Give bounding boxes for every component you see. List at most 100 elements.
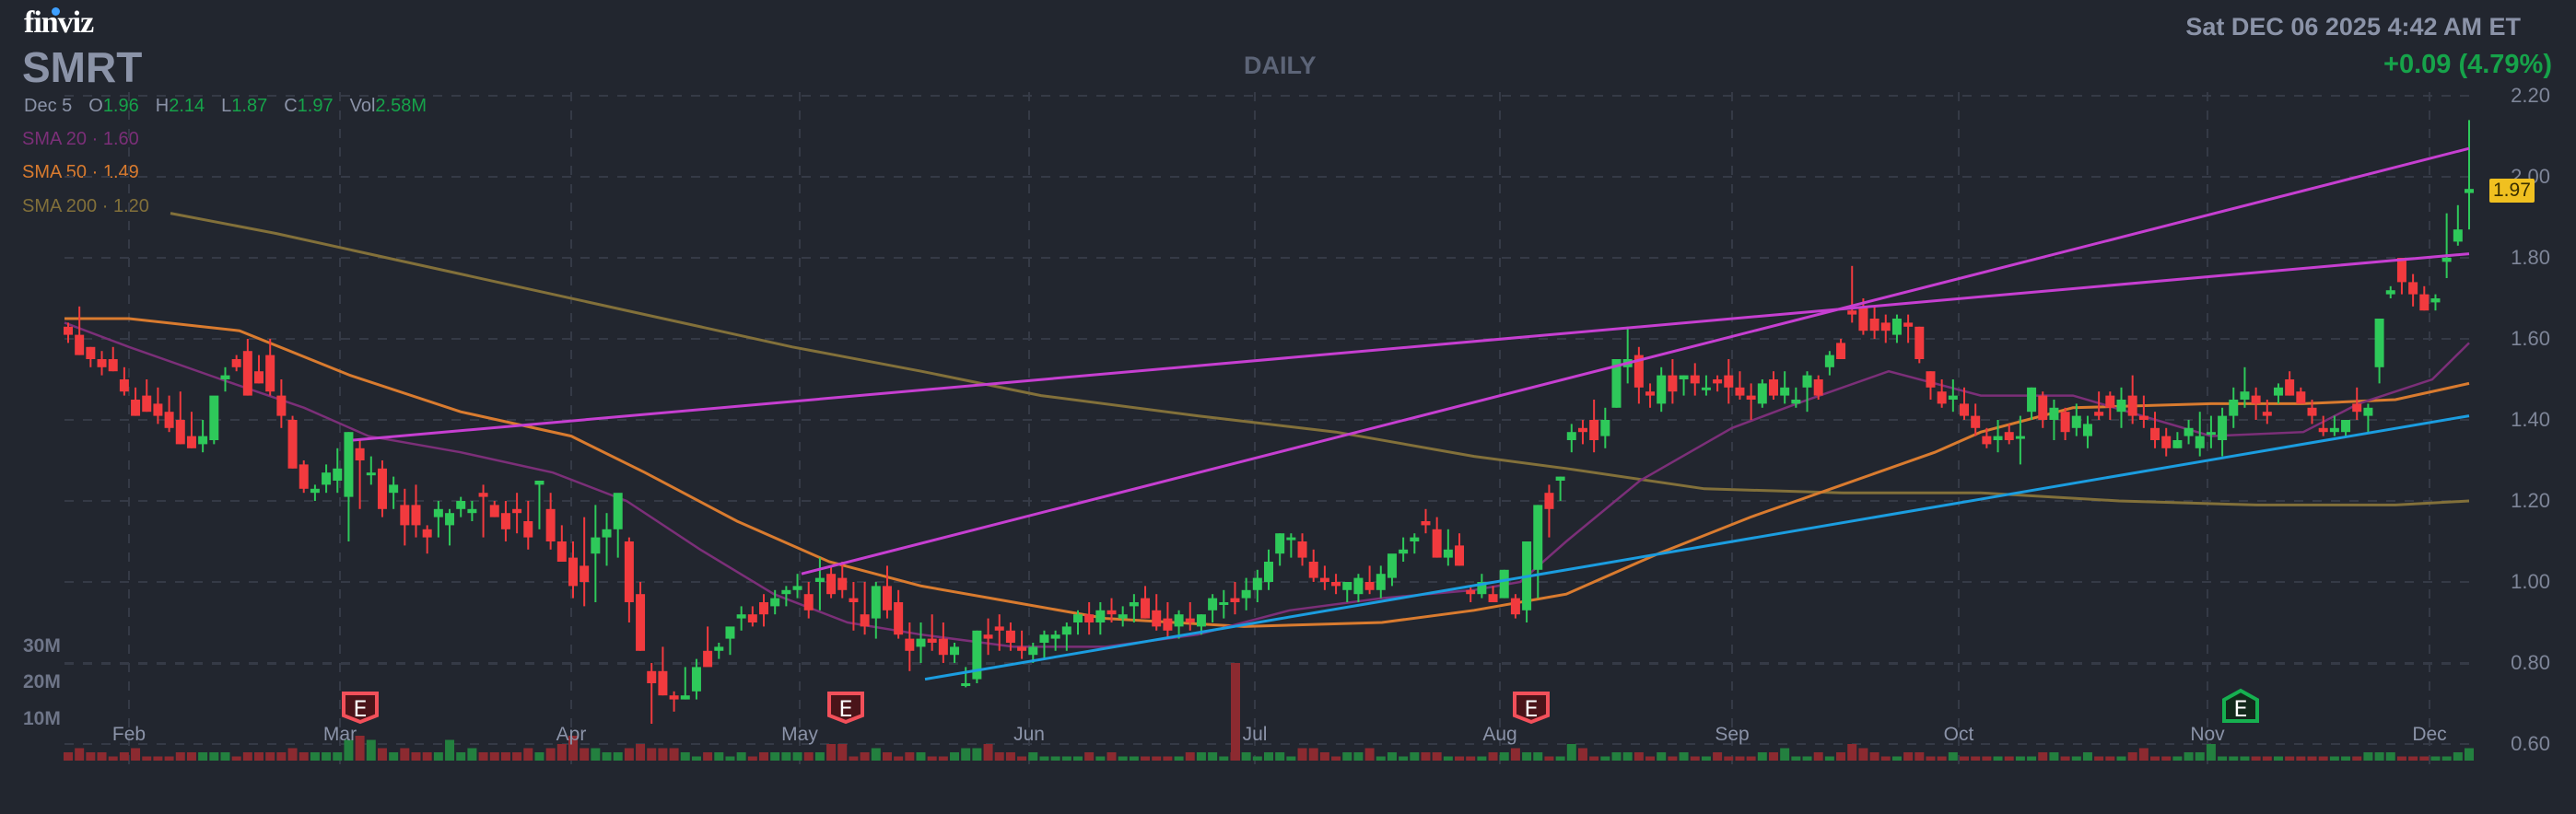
candle-body[interactable] bbox=[1477, 582, 1487, 595]
candle-body[interactable] bbox=[2229, 400, 2239, 416]
candle-body[interactable] bbox=[669, 695, 679, 700]
candle-body[interactable] bbox=[1152, 610, 1162, 627]
candle-body[interactable] bbox=[1399, 549, 1409, 554]
candle-body[interactable] bbox=[983, 634, 993, 639]
candle-body[interactable] bbox=[389, 484, 399, 494]
candle-body[interactable] bbox=[703, 650, 713, 668]
candle-body[interactable] bbox=[1869, 319, 1879, 331]
candle-body[interactable] bbox=[2116, 400, 2126, 413]
candle-body[interactable] bbox=[747, 614, 757, 622]
candle-body[interactable] bbox=[467, 508, 477, 514]
candle-body[interactable] bbox=[658, 670, 668, 696]
candle-body[interactable] bbox=[770, 598, 780, 607]
candle-body[interactable] bbox=[1005, 630, 1015, 643]
candle-body[interactable] bbox=[1847, 310, 1857, 315]
candle-body[interactable] bbox=[1241, 589, 1251, 599]
candle-body[interactable] bbox=[1668, 375, 1678, 392]
candle-body[interactable] bbox=[1746, 395, 1756, 400]
candle-body[interactable] bbox=[1657, 375, 1667, 404]
candle-body[interactable] bbox=[2352, 403, 2362, 413]
candle-body[interactable] bbox=[1555, 476, 1565, 481]
candle-body[interactable] bbox=[1611, 359, 1622, 408]
candle-body[interactable] bbox=[534, 481, 544, 485]
candle-body[interactable] bbox=[2318, 427, 2328, 433]
candle-body[interactable] bbox=[322, 472, 332, 485]
candle-body[interactable] bbox=[636, 594, 646, 651]
candle-body[interactable] bbox=[2307, 407, 2317, 416]
candle-body[interactable] bbox=[1028, 646, 1038, 656]
candle-body[interactable] bbox=[1903, 322, 1914, 327]
candle-body[interactable] bbox=[1196, 614, 1206, 627]
candle-body[interactable] bbox=[2060, 412, 2070, 433]
candle-body[interactable] bbox=[1319, 577, 1329, 582]
candle-body[interactable] bbox=[860, 614, 870, 627]
candle-body[interactable] bbox=[792, 586, 802, 590]
candle-body[interactable] bbox=[344, 432, 354, 497]
candle-body[interactable] bbox=[2240, 391, 2250, 400]
candle-body[interactable] bbox=[1095, 610, 1106, 622]
candle-body[interactable] bbox=[2184, 427, 2194, 436]
candle-body[interactable] bbox=[1993, 436, 2003, 440]
candle-body[interactable] bbox=[916, 638, 926, 647]
candle-body[interactable] bbox=[1948, 395, 1958, 400]
candle-body[interactable] bbox=[1690, 375, 1700, 384]
candle-body[interactable] bbox=[905, 638, 915, 651]
candle-body[interactable] bbox=[2015, 436, 2025, 439]
candle-body[interactable] bbox=[2071, 415, 2081, 428]
candle-body[interactable] bbox=[591, 537, 601, 554]
candle-body[interactable] bbox=[2094, 412, 2104, 416]
candle-body[interactable] bbox=[1331, 582, 1341, 587]
candle-body[interactable] bbox=[377, 468, 387, 509]
candle-body[interactable] bbox=[814, 577, 825, 582]
candle-body[interactable] bbox=[2408, 282, 2418, 295]
candle-body[interactable] bbox=[714, 646, 724, 651]
earnings-marker-icon[interactable]: E bbox=[342, 692, 379, 725]
candle-body[interactable] bbox=[1387, 553, 1397, 578]
candle-body[interactable] bbox=[2273, 387, 2283, 396]
candle-body[interactable] bbox=[2396, 258, 2406, 283]
candle-body[interactable] bbox=[1858, 306, 1868, 331]
candle-body[interactable] bbox=[1141, 598, 1151, 619]
candle-body[interactable] bbox=[1891, 319, 1902, 335]
earnings-marker-icon[interactable]: E bbox=[2222, 688, 2259, 723]
candle-body[interactable] bbox=[287, 420, 298, 469]
sma200-legend[interactable]: SMA 200 · 1.20 bbox=[22, 196, 149, 216]
candle-body[interactable] bbox=[2127, 395, 2137, 416]
candle-body[interactable] bbox=[1488, 594, 1498, 602]
candle-body[interactable] bbox=[837, 577, 848, 590]
candle-body[interactable] bbox=[366, 472, 376, 476]
candle-body[interactable] bbox=[489, 505, 499, 517]
candle-body[interactable] bbox=[1084, 614, 1095, 622]
candle-body[interactable] bbox=[97, 359, 107, 367]
candle-body[interactable] bbox=[299, 464, 309, 489]
candle-body[interactable] bbox=[1455, 545, 1465, 566]
candle-body[interactable] bbox=[1308, 562, 1318, 578]
candle-body[interactable] bbox=[849, 598, 859, 602]
candle-body[interactable] bbox=[1600, 420, 1610, 436]
candle-body[interactable] bbox=[400, 505, 410, 526]
candle-body[interactable] bbox=[175, 420, 185, 445]
candle-body[interactable] bbox=[994, 626, 1004, 631]
candle-body[interactable] bbox=[938, 638, 948, 656]
candle-body[interactable] bbox=[2465, 189, 2474, 193]
candle-body[interactable] bbox=[871, 586, 881, 619]
candle-body[interactable] bbox=[1499, 569, 1509, 599]
candle-body[interactable] bbox=[1577, 427, 1587, 433]
candle-body[interactable] bbox=[1757, 383, 1767, 404]
candle-body[interactable] bbox=[1780, 387, 1790, 396]
candle-body[interactable] bbox=[2341, 420, 2351, 433]
earnings-marker-icon[interactable]: E bbox=[1513, 692, 1550, 725]
candle-body[interactable] bbox=[882, 586, 892, 610]
candle-body[interactable] bbox=[1264, 562, 1273, 582]
candle-body[interactable] bbox=[826, 574, 837, 595]
candle-body[interactable] bbox=[2218, 415, 2228, 440]
candle-body[interactable] bbox=[1724, 375, 1734, 388]
candle-body[interactable] bbox=[556, 541, 567, 562]
candle-body[interactable] bbox=[2038, 395, 2048, 420]
candle-body[interactable] bbox=[500, 513, 510, 529]
candle-body[interactable] bbox=[1926, 371, 1936, 388]
candle-body[interactable] bbox=[2027, 387, 2037, 413]
candle-body[interactable] bbox=[1735, 387, 1745, 396]
candle-body[interactable] bbox=[411, 505, 421, 526]
candle-body[interactable] bbox=[736, 614, 746, 619]
